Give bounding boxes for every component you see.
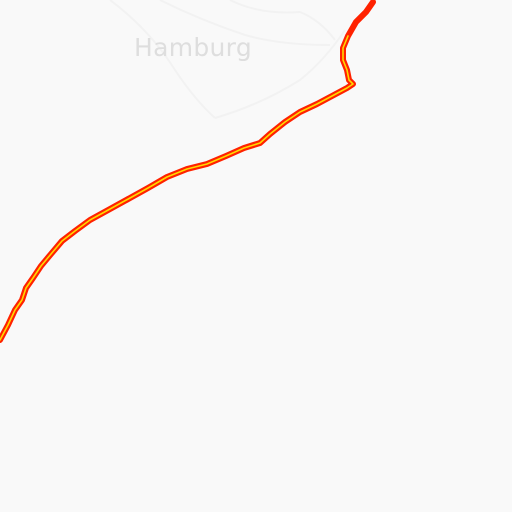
city-label-hamburg: Hamburg xyxy=(134,33,252,62)
route-line xyxy=(0,0,376,343)
street-lines xyxy=(109,0,346,119)
